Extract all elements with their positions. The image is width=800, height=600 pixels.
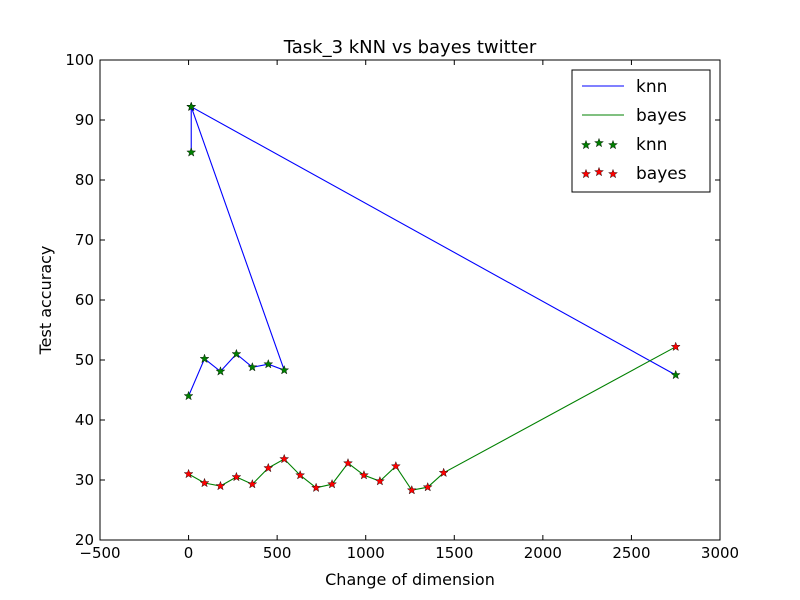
y-tick-label: 50: [75, 351, 94, 369]
x-tick-label: 2000: [524, 544, 562, 562]
legend-label: knn: [636, 77, 667, 97]
data-point-bayes-3: [231, 471, 242, 482]
legend-box: [571, 69, 711, 193]
y-tick-label: 70: [75, 231, 94, 249]
data-point-bayes-13: [390, 461, 401, 471]
legend-label: knn: [636, 135, 667, 155]
y-tick-label: 90: [75, 111, 94, 129]
data-point-bayes-17: [670, 341, 681, 351]
data-point-knn-6: [279, 365, 290, 375]
y-tick-label: 60: [75, 291, 94, 309]
data-point-knn-8: [186, 147, 197, 157]
x-tick-label: 1500: [435, 544, 473, 562]
data-point-bayes-12: [374, 476, 385, 486]
data-point-bayes-16: [438, 467, 449, 477]
x-tick-label: 1000: [347, 544, 385, 562]
x-tick-label: 500: [263, 544, 292, 562]
y-tick-label: 20: [75, 531, 94, 549]
y-tick-label: 40: [75, 411, 94, 429]
legend-label: bayes: [636, 164, 687, 184]
data-point-bayes-4: [247, 479, 258, 489]
x-tick-label: 0: [184, 544, 194, 562]
legend-marker-swatch: [581, 139, 591, 150]
data-point-bayes-0: [183, 468, 194, 479]
x-tick-label: 3000: [701, 544, 739, 562]
y-tick-label: 100: [65, 51, 94, 69]
axis-ticks: −500 0 500 1000 1500 2000 2500 3000 20 30 40 50 60 70…: [65, 51, 739, 562]
data-point-knn-4: [247, 362, 258, 372]
data-point-bayes-14: [406, 485, 417, 495]
legend: knn bayes knn bayes: [571, 69, 711, 193]
data-point-bayes-5: [263, 462, 274, 473]
data-point-knn-1: [199, 353, 210, 363]
data-point-bayes-2: [215, 480, 226, 491]
x-axis-label: Change of dimension: [325, 570, 495, 589]
data-point-bayes-8: [311, 482, 322, 492]
y-axis-label: Test accuracy: [36, 246, 55, 356]
data-point-knn-2: [215, 366, 226, 376]
series-line-bayes: [188, 346, 676, 491]
y-tick-label: 80: [75, 171, 94, 189]
data-point-bayes-15: [422, 482, 433, 492]
legend-marker-swatch: [581, 168, 591, 179]
data-point-knn-10: [670, 369, 681, 380]
data-point-knn-9: [186, 101, 197, 111]
data-point-knn-5: [263, 359, 274, 369]
data-point-bayes-6: [279, 453, 290, 464]
data-point-bayes-1: [199, 477, 210, 488]
plot-markers: [183, 101, 681, 495]
data-point-bayes-11: [359, 470, 369, 480]
x-tick-label: 2500: [612, 544, 650, 562]
chart-title: Task_3 kNN vs bayes twitter: [283, 37, 537, 58]
data-point-knn-3: [231, 348, 242, 359]
y-tick-label: 30: [75, 471, 94, 489]
legend-marker-swatch: [608, 139, 618, 150]
legend-marker-swatch: [608, 168, 618, 179]
data-point-bayes-7: [295, 470, 306, 480]
data-point-bayes-9: [327, 479, 337, 489]
x-tick-label: −500: [79, 544, 120, 562]
data-point-bayes-10: [343, 458, 353, 468]
data-point-knn-0: [183, 390, 194, 401]
legend-marker-swatch: [594, 166, 604, 177]
legend-marker-swatch: [594, 137, 604, 148]
legend-label: bayes: [636, 106, 687, 126]
